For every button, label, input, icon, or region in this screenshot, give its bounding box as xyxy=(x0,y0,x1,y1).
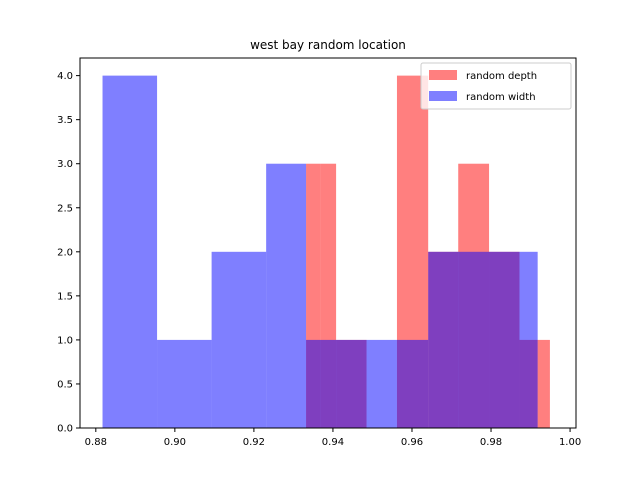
x-tick-label: 0.92 xyxy=(243,437,265,448)
bar-width-3 xyxy=(266,163,307,428)
x-tick-label: 0.98 xyxy=(480,437,502,448)
legend-swatch-depth xyxy=(429,70,457,80)
x-tick-label: 1.00 xyxy=(559,437,581,448)
legend: random depth random width xyxy=(420,62,572,110)
bar-width-8 xyxy=(519,251,538,428)
chart-title: west bay random location xyxy=(250,38,406,52)
y-tick-label: 2.5 xyxy=(57,203,73,214)
y-tick-label: 3.5 xyxy=(57,115,73,126)
y-tick-label: 0.5 xyxy=(57,379,73,390)
bar-width-0 xyxy=(102,75,158,428)
bar-width-5 xyxy=(366,339,397,428)
y-tick-label: 1.5 xyxy=(57,291,73,302)
y-tick-label: 4.0 xyxy=(57,71,73,82)
y-axis: 0.0 0.5 1.0 1.5 2.0 2.5 3.0 3.5 4.0 xyxy=(57,71,80,435)
plot-frame xyxy=(79,57,577,429)
bar-depth-9 xyxy=(537,339,550,428)
bar-width-4 xyxy=(306,339,367,428)
legend-swatch-width xyxy=(429,91,457,101)
legend-label-width: random width xyxy=(466,92,536,103)
x-tick-label: 0.96 xyxy=(401,437,423,448)
y-tick-label: 1.0 xyxy=(57,335,73,346)
y-tick-label: 0.0 xyxy=(57,424,73,435)
y-tick-label: 2.0 xyxy=(57,247,73,258)
x-tick-label: 0.94 xyxy=(322,437,344,448)
legend-label-depth: random depth xyxy=(466,71,537,82)
bar-width-6 xyxy=(396,339,429,428)
bars-group xyxy=(102,75,550,428)
bar-width-1 xyxy=(157,339,212,428)
bar-width-2 xyxy=(211,251,267,428)
y-tick-label: 3.0 xyxy=(57,159,73,170)
x-axis: 0.88 0.90 0.92 0.94 0.96 0.98 1.00 xyxy=(85,428,581,448)
bar-width-7 xyxy=(428,251,520,428)
x-tick-label: 0.88 xyxy=(85,437,107,448)
x-tick-label: 0.90 xyxy=(164,437,186,448)
legend-box xyxy=(420,62,572,110)
